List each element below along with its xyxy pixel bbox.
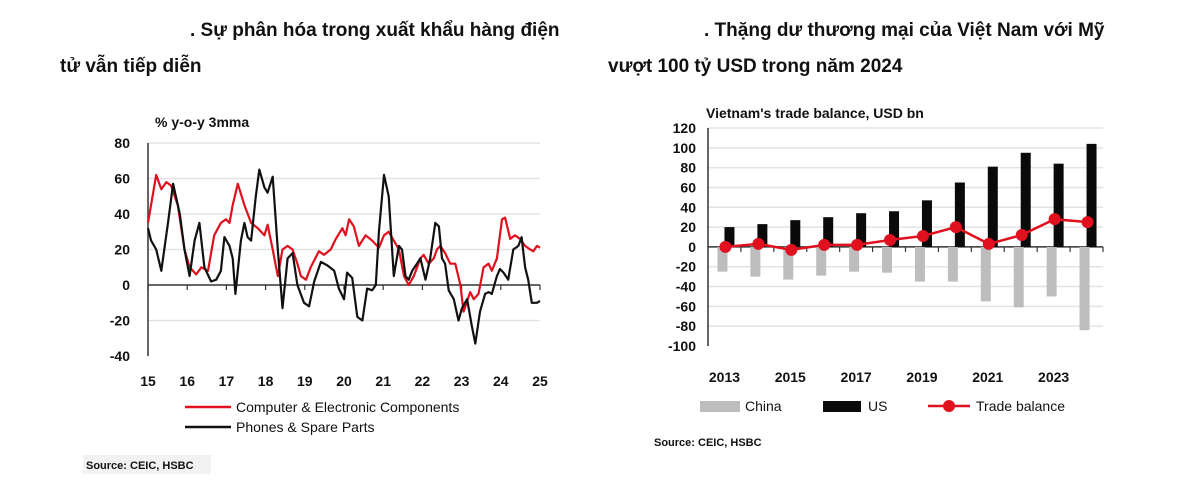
y-tick-label: 100 xyxy=(673,140,697,156)
y-tick-label: -100 xyxy=(668,338,696,354)
x-tick-label: 22 xyxy=(415,373,431,389)
legend-label: Computer & Electronic Components xyxy=(236,399,459,415)
trade-balance-point xyxy=(851,238,864,251)
left-source: Source: CEIC, HSBC xyxy=(86,460,194,472)
x-tick-label: 2019 xyxy=(906,369,937,385)
y-tick-label: 20 xyxy=(114,242,130,258)
x-tick-label: 2021 xyxy=(972,369,1003,385)
bar-us xyxy=(1086,143,1097,247)
y-tick-label: 80 xyxy=(114,135,130,151)
trade-balance-point xyxy=(982,237,995,250)
x-tick-label: 2013 xyxy=(709,369,740,385)
bar-us xyxy=(889,211,900,247)
y-tick-label: 0 xyxy=(688,239,696,255)
legend-swatch-china xyxy=(700,401,740,412)
left-title-line2: tử vẫn tiếp diễn xyxy=(60,56,202,77)
x-tick-label: 17 xyxy=(219,373,235,389)
y-tick-label: -60 xyxy=(676,298,696,314)
legend-label: US xyxy=(868,398,887,414)
bar-china xyxy=(1046,246,1057,297)
trade-balance-point xyxy=(949,221,962,234)
y-tick-label: 20 xyxy=(680,219,696,235)
bar-china xyxy=(914,246,925,282)
left-title-line1: . Sự phân hóa trong xuất khẩu hàng điện xyxy=(190,20,560,41)
right-source: Source: CEIC, HSBC xyxy=(654,437,762,449)
trade-balance-point xyxy=(785,243,798,256)
bar-china xyxy=(783,246,794,280)
bar-china xyxy=(1079,246,1090,331)
bar-china xyxy=(882,246,893,273)
x-tick-label: 15 xyxy=(140,373,156,389)
y-tick-label: 80 xyxy=(680,160,696,176)
y-tick-label: -20 xyxy=(110,313,130,329)
trade-balance-point xyxy=(1048,213,1061,226)
x-tick-label: 25 xyxy=(532,373,548,389)
source-background xyxy=(83,455,211,474)
trade-balance-point xyxy=(1015,229,1028,242)
y-tick-label: -80 xyxy=(676,318,696,334)
series-line-phones xyxy=(146,168,541,345)
legend-label: China xyxy=(745,398,782,414)
legend-label: Trade balance xyxy=(976,398,1065,414)
bar-china xyxy=(980,246,991,302)
bar-us xyxy=(823,217,834,247)
x-tick-label: 20 xyxy=(336,373,352,389)
x-tick-label: 23 xyxy=(454,373,470,389)
y-tick-label: 120 xyxy=(673,120,697,136)
y-tick-label: 60 xyxy=(114,171,130,187)
bar-china xyxy=(750,246,761,277)
bar-us xyxy=(954,182,965,247)
y-tick-label: 40 xyxy=(680,199,696,215)
bar-us xyxy=(757,224,768,247)
trade-balance-point xyxy=(719,240,732,253)
bar-us xyxy=(856,213,867,247)
legend-marker-trade-balance xyxy=(943,400,955,412)
legend-label: Phones & Spare Parts xyxy=(236,419,375,435)
bar-us xyxy=(1020,152,1031,247)
series-line-computer xyxy=(146,173,541,313)
y-tick-label: -20 xyxy=(676,259,696,275)
right-title-line1: . Thặng dư thương mại của Việt Nam với M… xyxy=(704,20,1105,41)
bar-china xyxy=(816,246,827,276)
y-tick-label: 40 xyxy=(114,206,130,222)
bar-us xyxy=(987,166,998,247)
x-tick-label: 2015 xyxy=(775,369,806,385)
x-tick-label: 18 xyxy=(258,373,274,389)
trade-balance-point xyxy=(884,233,897,246)
bar-us xyxy=(1053,163,1064,247)
right-chart-title: Vietnam's trade balance, USD bn xyxy=(706,105,924,121)
bar-us xyxy=(921,200,932,247)
y-tick-label: 60 xyxy=(680,179,696,195)
bar-us xyxy=(790,220,801,247)
x-tick-label: 24 xyxy=(493,373,509,389)
left-chart-ylabel: % y-o-y 3mma xyxy=(155,114,249,130)
right-title-line2: vượt 100 tỷ USD trong năm 2024 xyxy=(608,56,903,77)
trade-balance-point xyxy=(1081,216,1094,229)
bar-china xyxy=(1013,246,1024,308)
bar-us xyxy=(724,227,735,247)
trade-balance-line xyxy=(725,217,1088,252)
trade-balance-point xyxy=(916,230,929,243)
bar-china xyxy=(849,246,860,272)
x-tick-label: 2023 xyxy=(1038,369,1069,385)
y-tick-label: -40 xyxy=(676,279,696,295)
legend-swatch-us xyxy=(823,401,861,412)
x-tick-label: 19 xyxy=(297,373,313,389)
trade-balance-point xyxy=(752,237,765,250)
bar-china xyxy=(717,246,728,272)
x-tick-label: 21 xyxy=(375,373,391,389)
y-tick-label: 0 xyxy=(122,277,130,293)
x-tick-label: 2017 xyxy=(841,369,872,385)
trade-balance-point xyxy=(818,238,831,251)
y-tick-label: -40 xyxy=(110,348,130,364)
bar-china xyxy=(947,246,958,282)
x-tick-label: 16 xyxy=(179,373,195,389)
